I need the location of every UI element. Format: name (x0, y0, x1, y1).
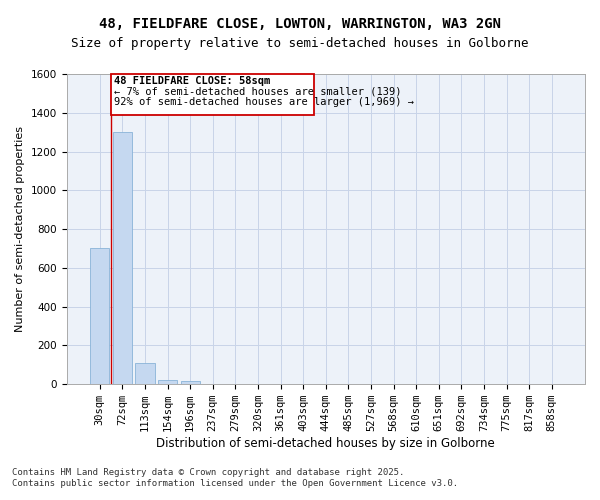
Bar (181, 382, 200, 384)
Text: 48 FIELDFARE CLOSE: 58sqm: 48 FIELDFARE CLOSE: 58sqm (115, 76, 271, 86)
Text: Size of property relative to semi-detached houses in Golborne: Size of property relative to semi-detach… (71, 38, 529, 51)
Bar (90, 248, 109, 384)
Bar (158, 380, 177, 384)
Bar (113, 132, 132, 384)
X-axis label: Distribution of semi-detached houses by size in Golborne: Distribution of semi-detached houses by … (157, 437, 495, 450)
Text: ← 7% of semi-detached houses are smaller (139): ← 7% of semi-detached houses are smaller… (115, 86, 402, 97)
FancyBboxPatch shape (111, 74, 314, 114)
Text: 48, FIELDFARE CLOSE, LOWTON, WARRINGTON, WA3 2GN: 48, FIELDFARE CLOSE, LOWTON, WARRINGTON,… (99, 18, 501, 32)
Text: Contains HM Land Registry data © Crown copyright and database right 2025.
Contai: Contains HM Land Registry data © Crown c… (12, 468, 458, 487)
Text: 92% of semi-detached houses are larger (1,969) →: 92% of semi-detached houses are larger (… (115, 98, 415, 108)
Y-axis label: Number of semi-detached properties: Number of semi-detached properties (15, 126, 25, 332)
Bar (136, 363, 155, 384)
